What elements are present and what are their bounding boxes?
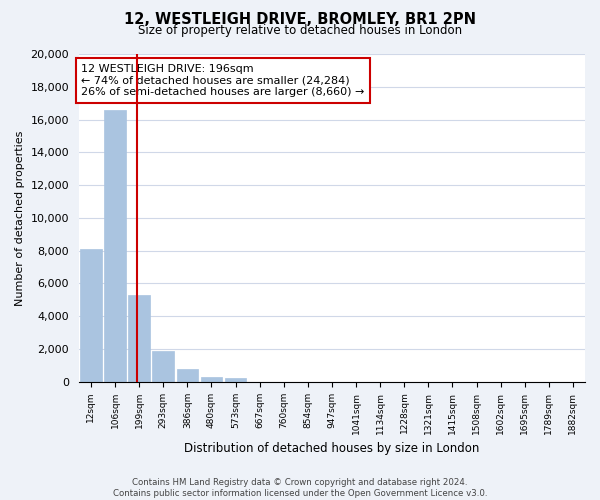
X-axis label: Distribution of detached houses by size in London: Distribution of detached houses by size … bbox=[184, 442, 479, 455]
Text: 12 WESTLEIGH DRIVE: 196sqm
← 74% of detached houses are smaller (24,284)
26% of : 12 WESTLEIGH DRIVE: 196sqm ← 74% of deta… bbox=[82, 64, 365, 97]
Bar bbox=[104, 110, 126, 382]
Bar bbox=[225, 378, 247, 382]
Text: Contains HM Land Registry data © Crown copyright and database right 2024.
Contai: Contains HM Land Registry data © Crown c… bbox=[113, 478, 487, 498]
Bar bbox=[80, 249, 102, 382]
Y-axis label: Number of detached properties: Number of detached properties bbox=[15, 130, 25, 306]
Bar bbox=[200, 377, 222, 382]
Text: 12, WESTLEIGH DRIVE, BROMLEY, BR1 2PN: 12, WESTLEIGH DRIVE, BROMLEY, BR1 2PN bbox=[124, 12, 476, 28]
Text: Size of property relative to detached houses in London: Size of property relative to detached ho… bbox=[138, 24, 462, 37]
Bar bbox=[128, 295, 150, 382]
Bar bbox=[176, 368, 198, 382]
Bar bbox=[152, 352, 174, 382]
